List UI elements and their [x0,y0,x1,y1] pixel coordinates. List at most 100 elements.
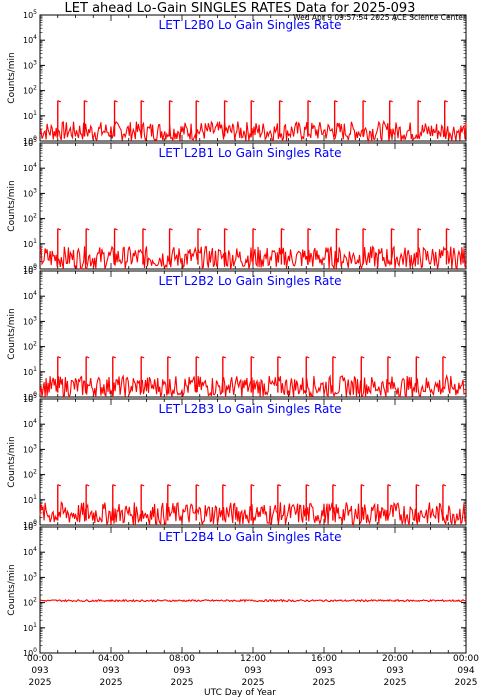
y-tick-label: 103 [23,571,37,582]
spike-mark [442,356,447,359]
x-tick-label-year: 2025 [242,678,265,688]
series-line [39,373,467,399]
y-axis-label: Counts/min [7,180,17,231]
x-tick-label-year: 2025 [384,678,407,688]
y-tick-label: 102 [23,85,37,96]
spike-mark [336,228,340,231]
series-line [39,598,467,603]
y-tick-label: 101 [23,622,37,633]
x-tick-label-time: 16:00 [311,654,337,664]
y-tick-label: 103 [23,187,37,198]
spike-mark [114,100,118,103]
spike-mark [195,356,200,359]
y-tick-label: 102 [23,597,37,608]
chart-panel-2: 100 101 102 103 104 105 Counts/min LET L2B2 Lo … [7,265,467,402]
spike-mark [306,484,310,487]
spike-mark [416,484,420,487]
y-tick-label: 104 [23,418,37,429]
y-tick-label: 104 [23,546,37,557]
y-tick-label: 103 [23,315,37,326]
spike-mark [169,100,173,103]
chart-panel-4: 100 101 102 103 104 105 Counts/min LET L2B4 Lo … [7,521,467,658]
y-tick-label: 100 [23,647,37,658]
spike-mark [195,484,200,487]
x-tick-label-time: 00:00 [27,654,53,664]
chart-panel-0: 100 101 102 103 104 105 Counts/min LET L2B0 Lo … [7,9,467,146]
x-tick-label-day: 093 [173,666,190,676]
spike-mark [197,228,202,231]
spike-mark [416,356,420,359]
spike-mark [279,100,283,103]
spike-mark [112,484,116,487]
spike-mark [57,484,61,487]
spike-mark [222,356,227,359]
x-axis-tick-labels: 00:00 093 2025 04:00 093 2025 08:00 093 2025 12:0… [27,654,479,688]
y-tick-label: 103 [23,59,37,70]
spike-mark [251,356,255,359]
spike-mark [281,228,285,231]
spike-mark [140,100,145,103]
spike-mark [446,228,450,231]
y-tick-label: 102 [23,213,37,224]
spike-mark [307,100,312,103]
spike-mark [334,100,338,103]
y-axis-label: Counts/min [7,52,17,103]
spike-mark [417,228,422,231]
x-tick-label-time: 04:00 [98,654,124,664]
plot-frame [39,270,467,398]
y-tick-label: 105 [23,521,37,532]
spike-mark [391,228,395,231]
spike-mark [306,356,310,359]
spike-mark [167,484,172,487]
y-tick-label: 104 [23,162,37,173]
x-tick-label-time: 08:00 [169,654,195,664]
series-line [39,119,467,143]
spike-mark [140,356,145,359]
y-tick-label: 101 [23,238,37,249]
x-tick-label-day: 093 [31,666,48,676]
x-tick-label-day: 094 [457,666,474,676]
plot-frame [39,14,467,142]
y-tick-label: 102 [23,341,37,352]
spike-mark [442,484,447,487]
panel-title: LET L2B4 Lo Gain Singles Rate [159,530,342,544]
x-tick-label-year: 2025 [100,678,123,688]
panel-title: LET L2B0 Lo Gain Singles Rate [159,18,342,32]
spike-mark [332,356,337,359]
x-tick-label-day: 093 [315,666,332,676]
spike-mark [389,100,393,103]
x-tick-label-time: 20:00 [382,654,408,664]
chart-panels: 100 101 102 103 104 105 Counts/min LET L2B0 Lo … [7,9,467,658]
spike-mark [251,484,255,487]
x-tick-label-time: 12:00 [240,654,266,664]
spike-mark [332,484,337,487]
x-tick-label-day: 093 [386,666,403,676]
x-tick-label-year: 2025 [171,678,194,688]
spike-mark [361,356,365,359]
spike-mark [57,356,61,359]
x-tick-label-year: 2025 [29,678,52,688]
y-tick-label: 100 [23,135,37,146]
y-tick-label: 102 [23,469,37,480]
spike-mark [85,228,90,231]
y-tick-label: 105 [23,265,37,276]
spike-mark [57,100,61,103]
spike-mark [362,100,367,103]
spike-mark [84,100,88,103]
chart-panel-3: 100 101 102 103 104 105 Counts/min LET L2B3 Lo … [7,393,467,530]
y-tick-label: 105 [23,393,37,404]
y-tick-label: 100 [23,391,37,402]
spike-mark [362,228,367,231]
y-tick-label: 104 [23,290,37,301]
y-tick-label: 101 [23,110,37,121]
y-tick-label: 104 [23,34,37,45]
y-axis-label: Counts/min [7,308,17,359]
spike-mark [112,356,116,359]
y-axis-label: Counts/min [7,564,17,615]
spike-mark [222,484,227,487]
spike-mark [444,100,448,103]
spike-mark [57,228,61,231]
spike-mark [195,100,200,103]
spike-mark [114,228,118,231]
spike-mark [361,484,365,487]
